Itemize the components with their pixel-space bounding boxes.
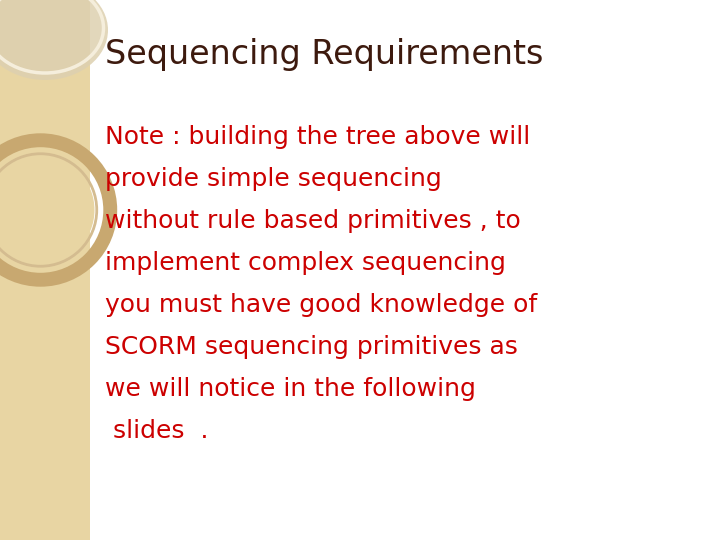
Ellipse shape	[0, 0, 108, 80]
Text: you must have good knowledge of: you must have good knowledge of	[105, 293, 537, 317]
Text: without rule based primitives , to: without rule based primitives , to	[105, 209, 521, 233]
Text: implement complex sequencing: implement complex sequencing	[105, 251, 506, 275]
Text: SCORM sequencing primitives as: SCORM sequencing primitives as	[105, 335, 518, 359]
Text: provide simple sequencing: provide simple sequencing	[105, 167, 442, 191]
Bar	[0, 0, 90, 540]
Text: slides  .: slides .	[105, 419, 209, 443]
Text: Note : building the tree above will: Note : building the tree above will	[105, 125, 530, 149]
Ellipse shape	[0, 156, 94, 264]
Text: we will notice in the following: we will notice in the following	[105, 377, 476, 401]
Text: Sequencing Requirements: Sequencing Requirements	[105, 38, 544, 71]
